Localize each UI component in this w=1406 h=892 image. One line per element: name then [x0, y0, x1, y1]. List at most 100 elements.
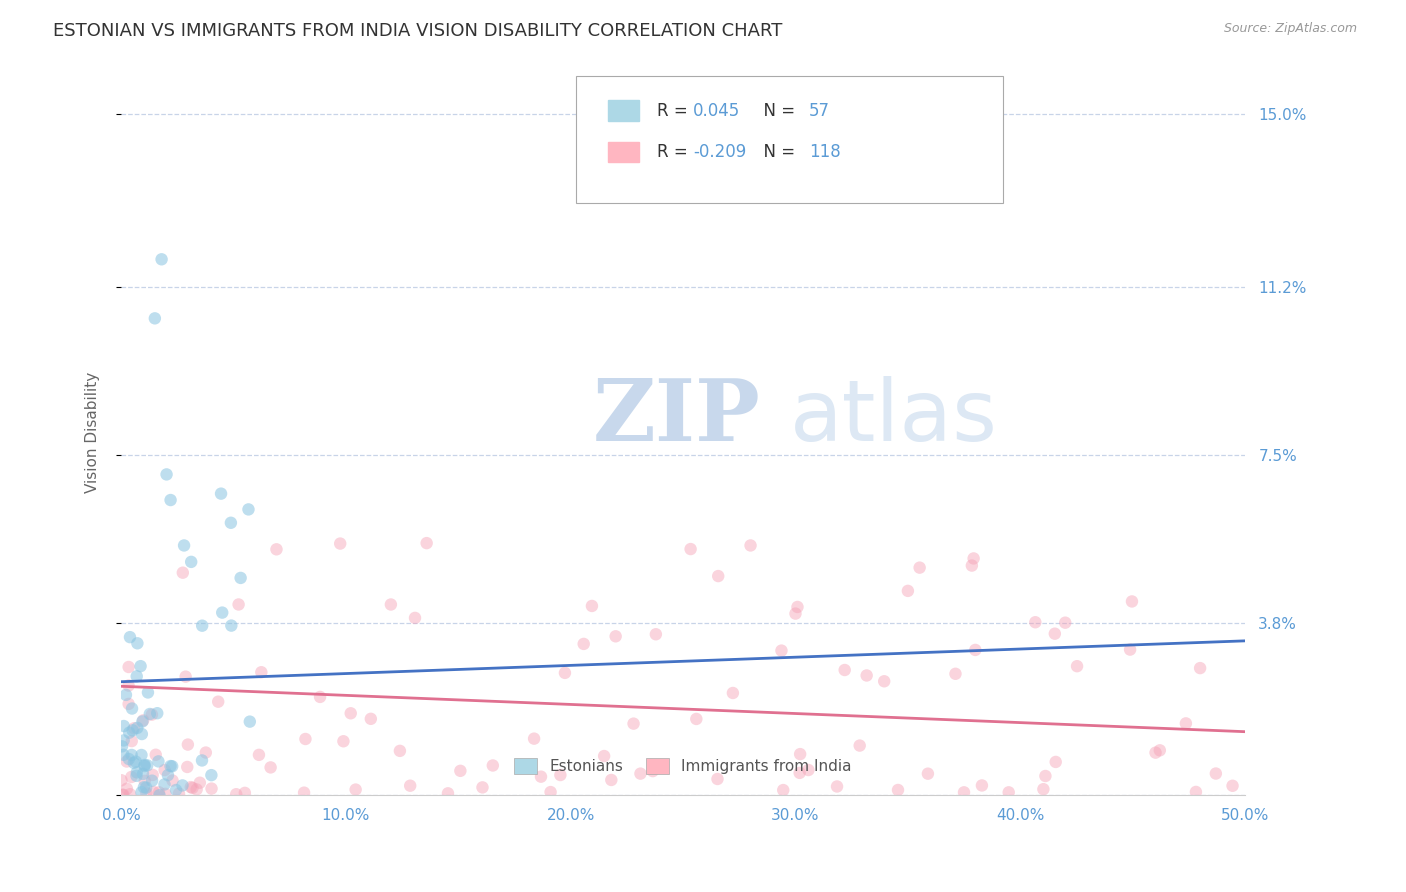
Point [415, 536, 437, 550]
Point [897, 583, 920, 598]
Point [121, 723, 143, 738]
Bar [607, 142, 640, 162]
Point [141, 707, 163, 722]
Point [437, 786, 460, 800]
Point [118, 787, 141, 801]
Point [908, 560, 931, 574]
Point [225, 787, 247, 801]
Point [339, 706, 361, 721]
Point [135, 780, 157, 795]
Point [1222, 779, 1244, 793]
Point [145, 747, 167, 762]
Point [707, 569, 730, 583]
Point [644, 627, 666, 641]
Point [219, 516, 242, 530]
Point [1149, 743, 1171, 757]
Point [143, 311, 166, 326]
Text: N =: N = [752, 143, 800, 161]
Point [134, 773, 156, 788]
Point [118, 660, 141, 674]
Point [1189, 661, 1212, 675]
Point [825, 780, 848, 794]
Point [127, 721, 149, 735]
Point [135, 786, 157, 800]
Point [572, 637, 595, 651]
Point [122, 721, 145, 735]
Point [139, 706, 162, 721]
Point [1174, 716, 1197, 731]
Point [131, 785, 153, 799]
Point [207, 695, 229, 709]
Point [641, 764, 664, 778]
Point [172, 779, 194, 793]
Point [259, 760, 281, 774]
Point [167, 787, 190, 801]
Y-axis label: Vision Disability: Vision Disability [86, 371, 100, 492]
Point [125, 769, 148, 783]
Point [200, 768, 222, 782]
Point [1043, 626, 1066, 640]
Point [1024, 615, 1046, 630]
Point [221, 618, 243, 632]
Point [1119, 642, 1142, 657]
Point [115, 755, 138, 769]
Point [118, 725, 141, 739]
Point [1045, 755, 1067, 769]
Point [380, 598, 402, 612]
Point [159, 493, 181, 508]
Point [148, 788, 170, 802]
Point [1066, 659, 1088, 673]
Point [740, 539, 762, 553]
Point [593, 749, 616, 764]
Point [482, 758, 505, 772]
Point [155, 467, 177, 482]
Point [180, 555, 202, 569]
Point [239, 714, 262, 729]
Point [679, 542, 702, 557]
Point [887, 783, 910, 797]
Point [229, 571, 252, 585]
Point [111, 788, 134, 802]
Point [917, 766, 939, 780]
Point [294, 731, 316, 746]
Point [165, 783, 187, 797]
Point [965, 643, 987, 657]
Point [785, 607, 807, 621]
Bar [607, 101, 640, 120]
Point [117, 679, 139, 693]
Point [186, 782, 208, 797]
Point [540, 785, 562, 799]
Point [1144, 746, 1167, 760]
Point [449, 764, 471, 778]
Text: 118: 118 [808, 143, 841, 161]
Point [188, 775, 211, 789]
Point [550, 768, 572, 782]
Point [770, 643, 793, 657]
Point [250, 665, 273, 680]
Point [131, 727, 153, 741]
Point [873, 674, 896, 689]
Point [111, 739, 134, 754]
Point [125, 765, 148, 780]
Text: ZIP: ZIP [593, 376, 761, 459]
Point [172, 566, 194, 580]
Point [181, 780, 204, 795]
Point [129, 659, 152, 673]
Point [141, 773, 163, 788]
Point [148, 785, 170, 799]
Point [309, 690, 332, 704]
Text: 57: 57 [808, 102, 830, 120]
Point [127, 636, 149, 650]
Point [136, 758, 159, 772]
Point [247, 747, 270, 762]
Point [110, 773, 132, 788]
Point [344, 782, 367, 797]
Point [118, 752, 141, 766]
Point [191, 754, 214, 768]
Point [115, 781, 138, 796]
Point [176, 760, 198, 774]
Point [789, 765, 811, 780]
Point [960, 558, 983, 573]
Point [180, 780, 202, 794]
Point [471, 780, 494, 795]
